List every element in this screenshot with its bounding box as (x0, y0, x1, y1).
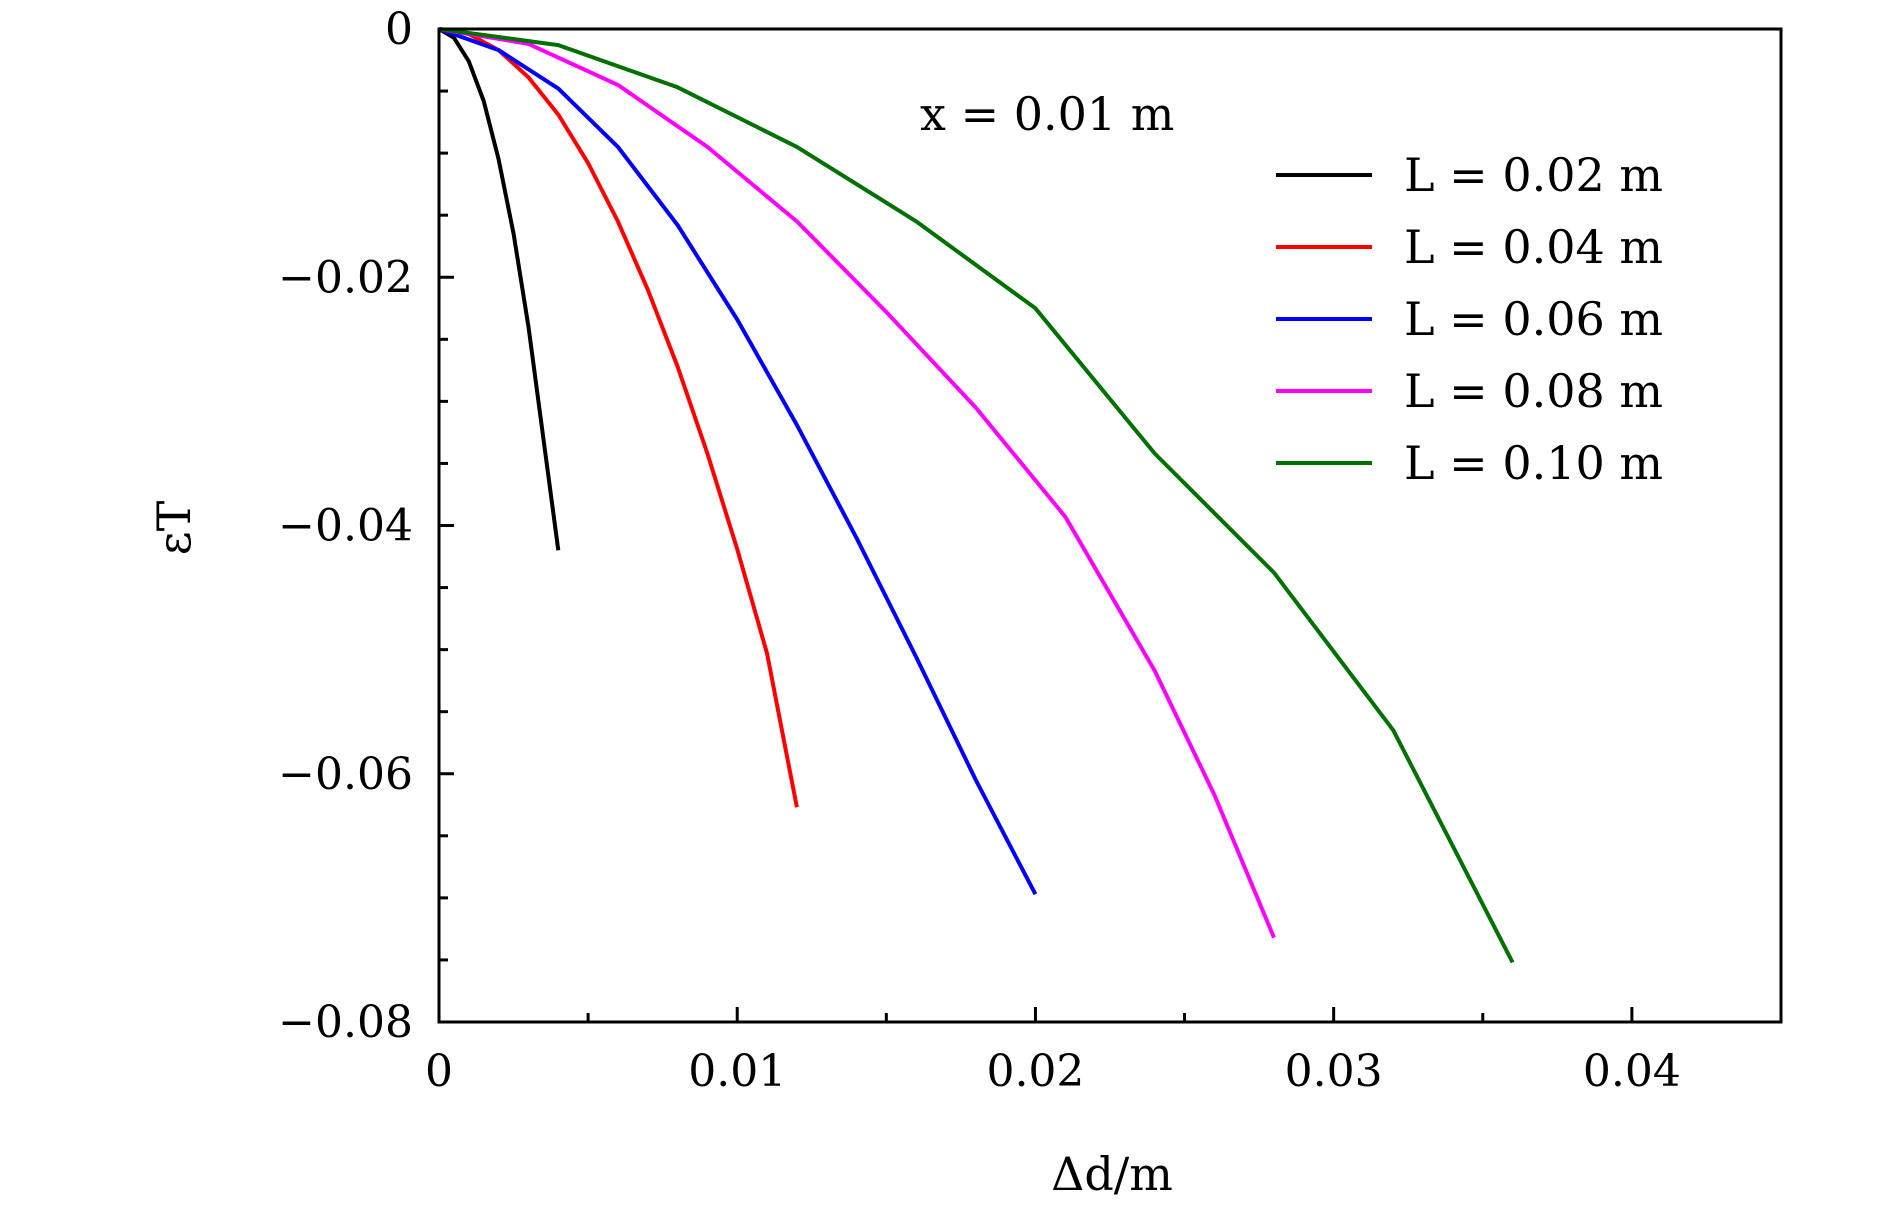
y-tick-label: −0.02 (278, 252, 413, 303)
axis-ticks: 0 0.01 0.02 0.03 0.04 0 −0.02 −0.04 −0.06 −0.08 (278, 4, 1681, 1097)
series-line-3 (438, 27, 1038, 896)
plot-lines (437, 27, 1515, 964)
legend-label-3: L = 0.06 m (1404, 292, 1663, 346)
legend-label-4: L = 0.08 m (1404, 364, 1663, 418)
x-tick-label: 0.01 (688, 1046, 786, 1097)
x-tick-label: 0 (425, 1046, 453, 1097)
legend-label-1: L = 0.02 m (1404, 148, 1663, 202)
x-axis-title: Δd/m (1051, 1147, 1173, 1201)
legend-label-5: L = 0.10 m (1404, 436, 1663, 490)
series-line-1 (437, 27, 561, 551)
x-tick-label: 0.03 (1285, 1046, 1383, 1097)
series-line-5 (438, 27, 1515, 964)
y-tick-label: 0 (385, 4, 413, 55)
y-tick-label: −0.04 (278, 501, 413, 552)
y-axis-title: εT (147, 500, 201, 555)
legend-label-2: L = 0.04 m (1404, 220, 1663, 274)
series-line-4 (438, 27, 1276, 939)
legend: L = 0.02 m L = 0.04 m L = 0.06 m L = 0.08 m… (1276, 148, 1663, 490)
y-tick-label: −0.06 (278, 749, 413, 800)
annotation: x = 0.01 m (920, 87, 1174, 141)
x-tick-label: 0.04 (1583, 1046, 1681, 1097)
x-tick-label: 0.02 (986, 1046, 1084, 1097)
y-tick-label: −0.08 (278, 997, 413, 1048)
